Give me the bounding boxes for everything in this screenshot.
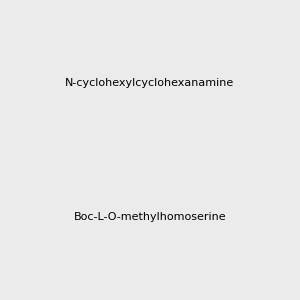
- Text: Boc-L-O-methylhomoserine: Boc-L-O-methylhomoserine: [74, 212, 226, 223]
- Text: N-cyclohexylcyclohexanamine: N-cyclohexylcyclohexanamine: [65, 77, 235, 88]
